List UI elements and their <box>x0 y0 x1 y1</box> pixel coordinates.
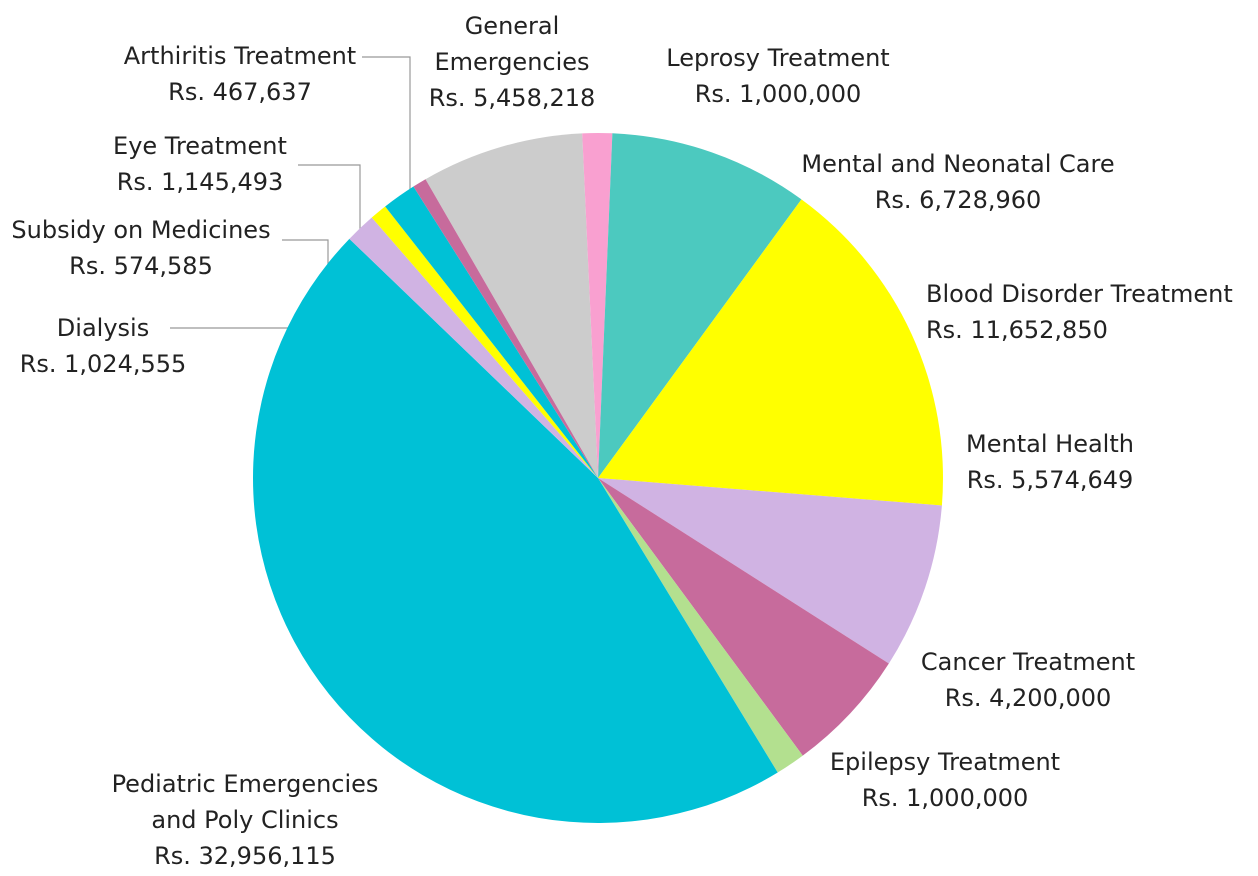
slice-label: Arthiritis Treatment Rs. 467,637 <box>110 38 370 110</box>
category-label: Blood Disorder Treatment <box>926 280 1233 308</box>
slice-label: Mental and Neonatal Care Rs. 6,728,960 <box>798 146 1118 218</box>
category-label: Arthiritis Treatment <box>123 42 357 70</box>
slice-label: Subsidy on Medicines Rs. 574,585 <box>0 212 282 284</box>
category-label: Eye Treatment <box>113 132 287 160</box>
leader-line <box>282 239 329 275</box>
value-label: Rs. 6,728,960 <box>874 186 1042 214</box>
category-label: Dialysis <box>56 314 150 342</box>
pie-slice <box>598 478 803 773</box>
pie-slice <box>253 238 778 823</box>
value-label: Rs. 1,024,555 <box>19 350 187 378</box>
pie-slice <box>598 133 802 478</box>
category-label: Mental and Neonatal Care <box>801 150 1115 178</box>
value-label: Rs. 5,458,218 <box>428 84 596 112</box>
slice-label: Dialysis Rs. 1,024,555 <box>10 310 196 382</box>
slice-label: Cancer Treatment Rs. 4,200,000 <box>908 644 1148 716</box>
value-label: Rs. 467,637 <box>168 78 312 106</box>
leader-line <box>362 56 411 190</box>
pie-slice <box>598 199 943 506</box>
value-label: Rs. 4,200,000 <box>944 684 1112 712</box>
value-label: Rs. 1,145,493 <box>116 168 284 196</box>
pie-slice <box>425 133 598 478</box>
category-label: Subsidy on Medicines <box>11 216 271 244</box>
value-label: Rs. 1,000,000 <box>694 80 862 108</box>
pie-slice <box>371 206 598 478</box>
value-label: Rs. 11,652,850 <box>926 316 1108 344</box>
leader-line <box>298 164 361 245</box>
category-label: Leprosy Treatment <box>666 44 890 72</box>
value-label: Rs. 1,000,000 <box>861 784 1029 812</box>
pie-slice <box>598 478 889 756</box>
category-label: Mental Health <box>966 430 1134 458</box>
value-label: Rs. 32,956,115 <box>154 842 336 870</box>
slice-label: General Emergencies Rs. 5,458,218 <box>422 8 602 116</box>
value-label: Rs. 5,574,649 <box>966 466 1134 494</box>
category-label: Pediatric Emergencies and Poly Clinics <box>111 770 379 834</box>
slice-label: Blood Disorder Treatment Rs. 11,652,850 <box>926 276 1258 348</box>
pie-slice <box>349 217 598 478</box>
category-label: General Emergencies <box>434 12 590 76</box>
slice-label: Pediatric Emergencies and Poly Clinics Rs… <box>95 766 395 874</box>
slice-label: Leprosy Treatment Rs. 1,000,000 <box>658 40 898 112</box>
pie-slice <box>413 179 598 478</box>
category-label: Cancer Treatment <box>920 648 1136 676</box>
pie-slice <box>582 133 613 478</box>
slice-label: Mental Health Rs. 5,574,649 <box>940 426 1160 498</box>
category-label: Epilepsy Treatment <box>829 748 1061 776</box>
value-label: Rs. 574,585 <box>69 252 213 280</box>
pie-slice <box>385 186 598 479</box>
slice-label: Epilepsy Treatment Rs. 1,000,000 <box>825 744 1065 816</box>
slice-label: Eye Treatment Rs. 1,145,493 <box>100 128 300 200</box>
pie-slice <box>598 478 942 664</box>
